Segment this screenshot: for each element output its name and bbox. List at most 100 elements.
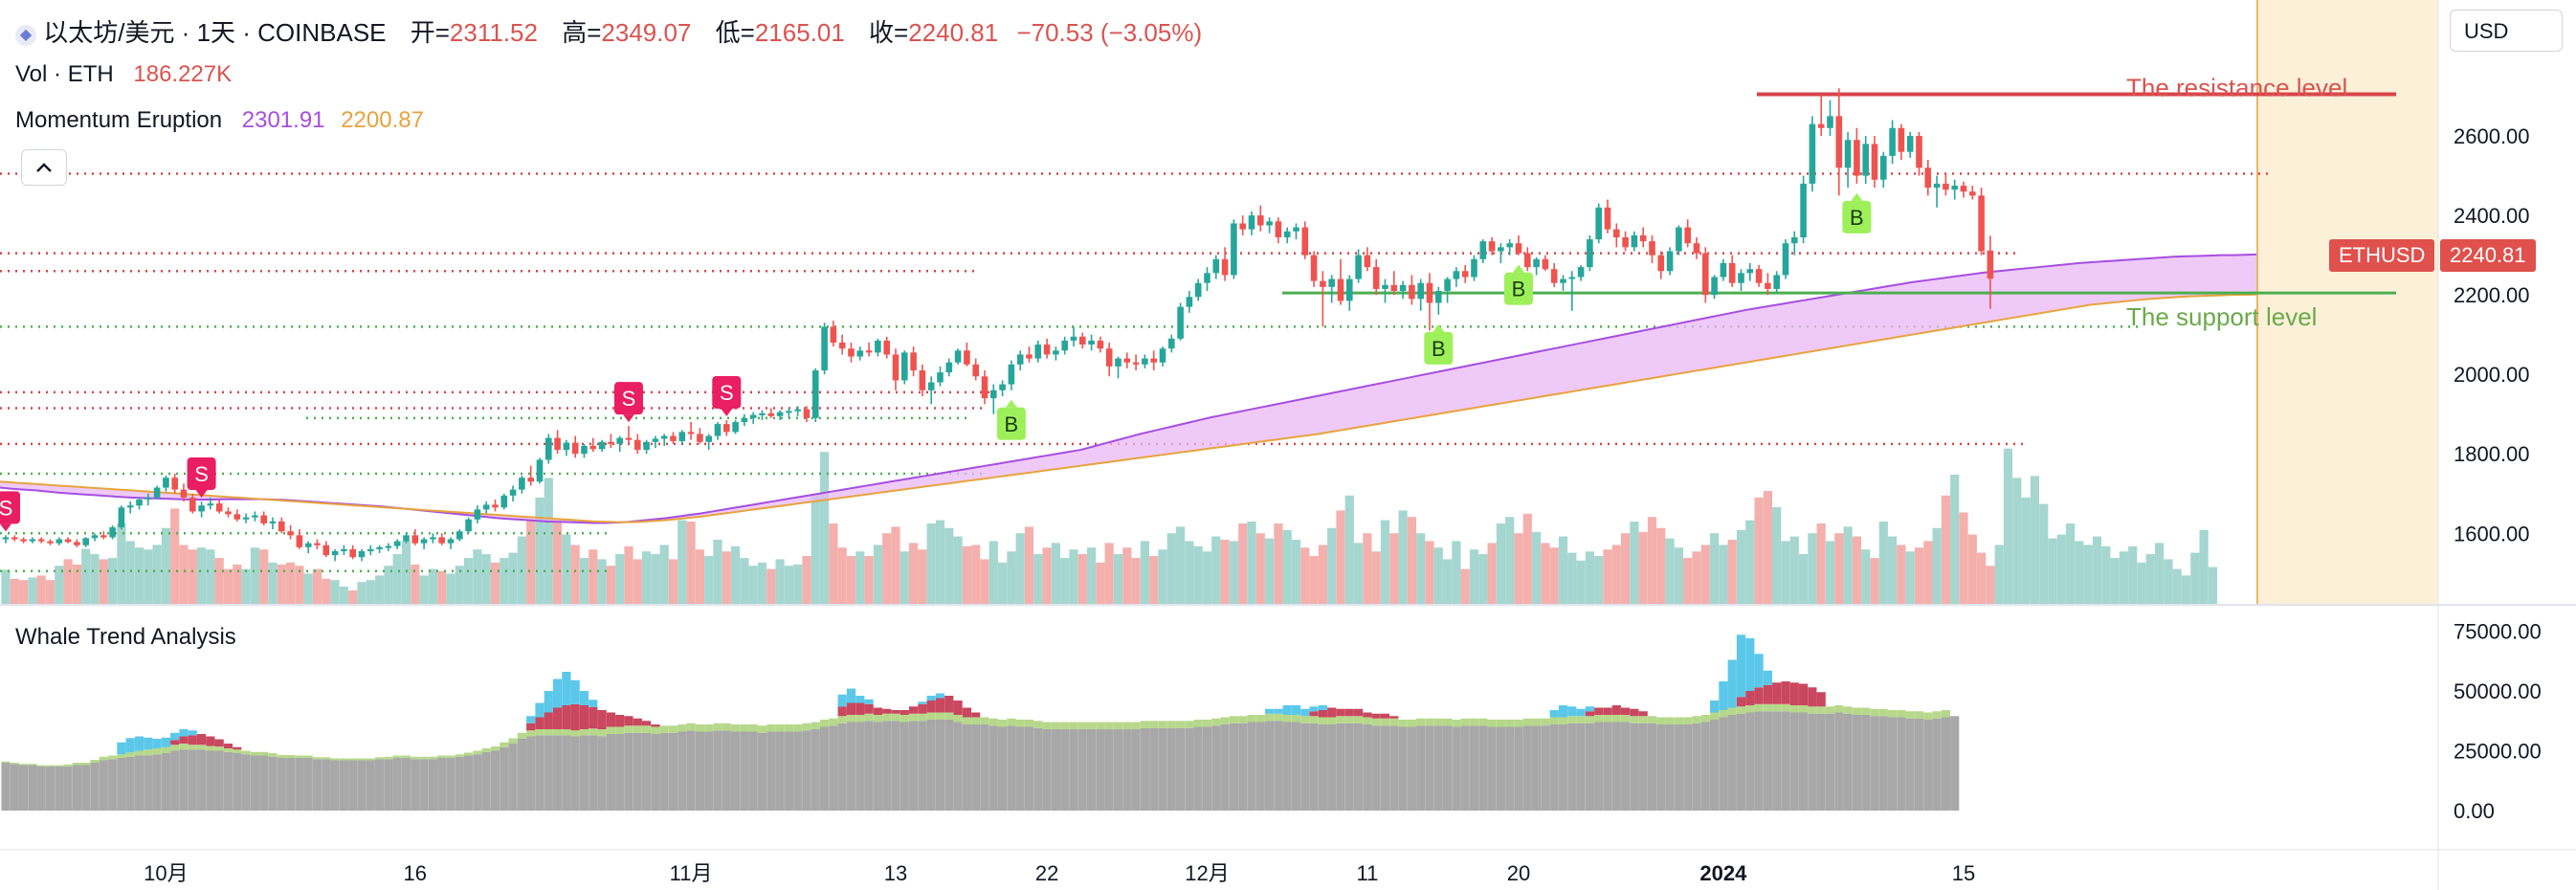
whale-blue-bar: [1549, 710, 1559, 718]
candle-body: [1738, 273, 1744, 283]
whale-green-bar: [1621, 715, 1631, 723]
candle-body: [233, 514, 241, 520]
candle-body: [322, 545, 330, 556]
whale-gray-bar: [1042, 729, 1052, 811]
volume-bar: [259, 549, 269, 605]
whale-red-bar: [1336, 708, 1345, 717]
whale-gray-bar: [802, 730, 811, 811]
whale-green-bar: [1336, 716, 1345, 723]
candle-body: [1542, 258, 1549, 270]
whale-green-bar: [820, 720, 830, 727]
whale-tick-label: 75000.00: [2454, 620, 2542, 644]
volume-bar: [615, 553, 625, 605]
volume-bar: [740, 558, 749, 605]
whale-gray-bar: [366, 760, 375, 811]
whale-red-bar: [544, 712, 553, 729]
volume-bar: [2075, 541, 2084, 605]
whale-gray-bar: [206, 750, 215, 811]
whale-green-bar: [651, 726, 660, 734]
whale-green-bar: [1122, 722, 1132, 729]
volume-bar: [384, 566, 393, 605]
whale-gray-bar: [517, 739, 526, 811]
whale-blue-bar: [117, 742, 126, 755]
whale-red-bar: [864, 703, 874, 714]
whale-gray-bar: [1300, 723, 1310, 811]
whale-blue-bar: [1763, 670, 1772, 685]
volume-bar: [152, 545, 162, 605]
whale-gray-bar: [295, 758, 304, 811]
whale-blue-bar: [1265, 708, 1275, 714]
whale-gray-bar: [1914, 718, 1924, 811]
volume-bar: [179, 545, 189, 605]
volume-bar: [1986, 566, 1995, 605]
candle-body: [527, 478, 534, 482]
dotted-levels: [0, 172, 2268, 572]
momentum-legend[interactable]: Momentum Eruption 2301.91 2200.87: [15, 107, 424, 134]
whale-gray-bar: [1398, 726, 1408, 811]
whale-gray-bar: [1781, 711, 1790, 811]
candle-body: [714, 424, 722, 436]
whale-green-bar: [1611, 715, 1621, 723]
volume-bar: [1994, 545, 2004, 605]
whale-blue-bar: [144, 737, 153, 750]
whale-green-bar: [686, 723, 696, 731]
whale-red-bar: [1630, 708, 1639, 717]
volume-legend[interactable]: Vol · ETH 186.227K: [15, 61, 232, 88]
whale-green-bar: [757, 725, 767, 733]
candle-body: [660, 435, 668, 439]
volume-bar: [10, 578, 19, 605]
whale-green-bar: [81, 763, 91, 766]
candle-body: [786, 411, 792, 413]
whale-red-bar: [1799, 683, 1809, 705]
whale-gray-bar: [1149, 727, 1159, 811]
volume-bar: [2145, 553, 2155, 605]
volume-bar: [1202, 551, 1212, 605]
candle-body: [109, 527, 116, 538]
currency-selector[interactable]: USD: [2450, 10, 2563, 52]
whale-blue-bar: [1274, 708, 1283, 714]
candle-body: [794, 409, 801, 412]
symbol-title[interactable]: 以太坊/美元 · 1天 · COINBASE: [43, 18, 387, 47]
whale-red-bar: [233, 746, 242, 750]
whale-green-bar: [615, 726, 625, 734]
volume-bar: [1096, 562, 1105, 605]
whale-gray-bar: [535, 735, 544, 811]
whale-gray-bar: [233, 753, 242, 811]
whale-gray-bar: [134, 755, 144, 811]
candle-body: [838, 342, 846, 349]
whale-green-bar: [1060, 722, 1070, 729]
whale-blue-bar: [935, 693, 945, 699]
whale-legend[interactable]: Whale Trend Analysis: [15, 624, 236, 650]
volume-bar: [1772, 507, 1782, 605]
whale-gray-bar: [1202, 726, 1212, 811]
whale-red-bar: [535, 717, 544, 729]
whale-gray-bar: [748, 731, 758, 811]
momentum-cloud-fill: [0, 254, 2256, 523]
chevron-up-icon: [36, 163, 52, 172]
whale-green-bar: [188, 745, 197, 750]
volume-bar: [1522, 513, 1532, 605]
volume-bar: [1051, 543, 1060, 605]
volume-bar: [820, 452, 830, 605]
whale-green-bar: [1220, 717, 1230, 724]
whale-gray-bar: [1745, 712, 1755, 811]
volume-bar: [1042, 547, 1052, 605]
candle-body: [1409, 284, 1415, 300]
whale-green-bar: [1585, 716, 1594, 723]
low-label: 低=: [715, 18, 755, 47]
whale-gray-bar: [677, 731, 687, 811]
buy-signal-pointer: [1432, 323, 1445, 332]
collapse-legend-button[interactable]: [21, 149, 67, 186]
candle-body: [349, 548, 356, 558]
whale-blue-bar: [926, 696, 936, 701]
volume-bar: [1505, 517, 1515, 605]
volume-bar: [63, 559, 73, 605]
candle-body: [74, 542, 80, 545]
candle-body: [981, 376, 988, 399]
volume-bar: [134, 547, 144, 605]
symbol-price-tag: ETHUSD: [2329, 239, 2435, 272]
resistance-label: The resistance level: [2126, 74, 2347, 102]
price-tick-label: 1600.00: [2454, 522, 2530, 545]
candle-body: [118, 507, 125, 528]
